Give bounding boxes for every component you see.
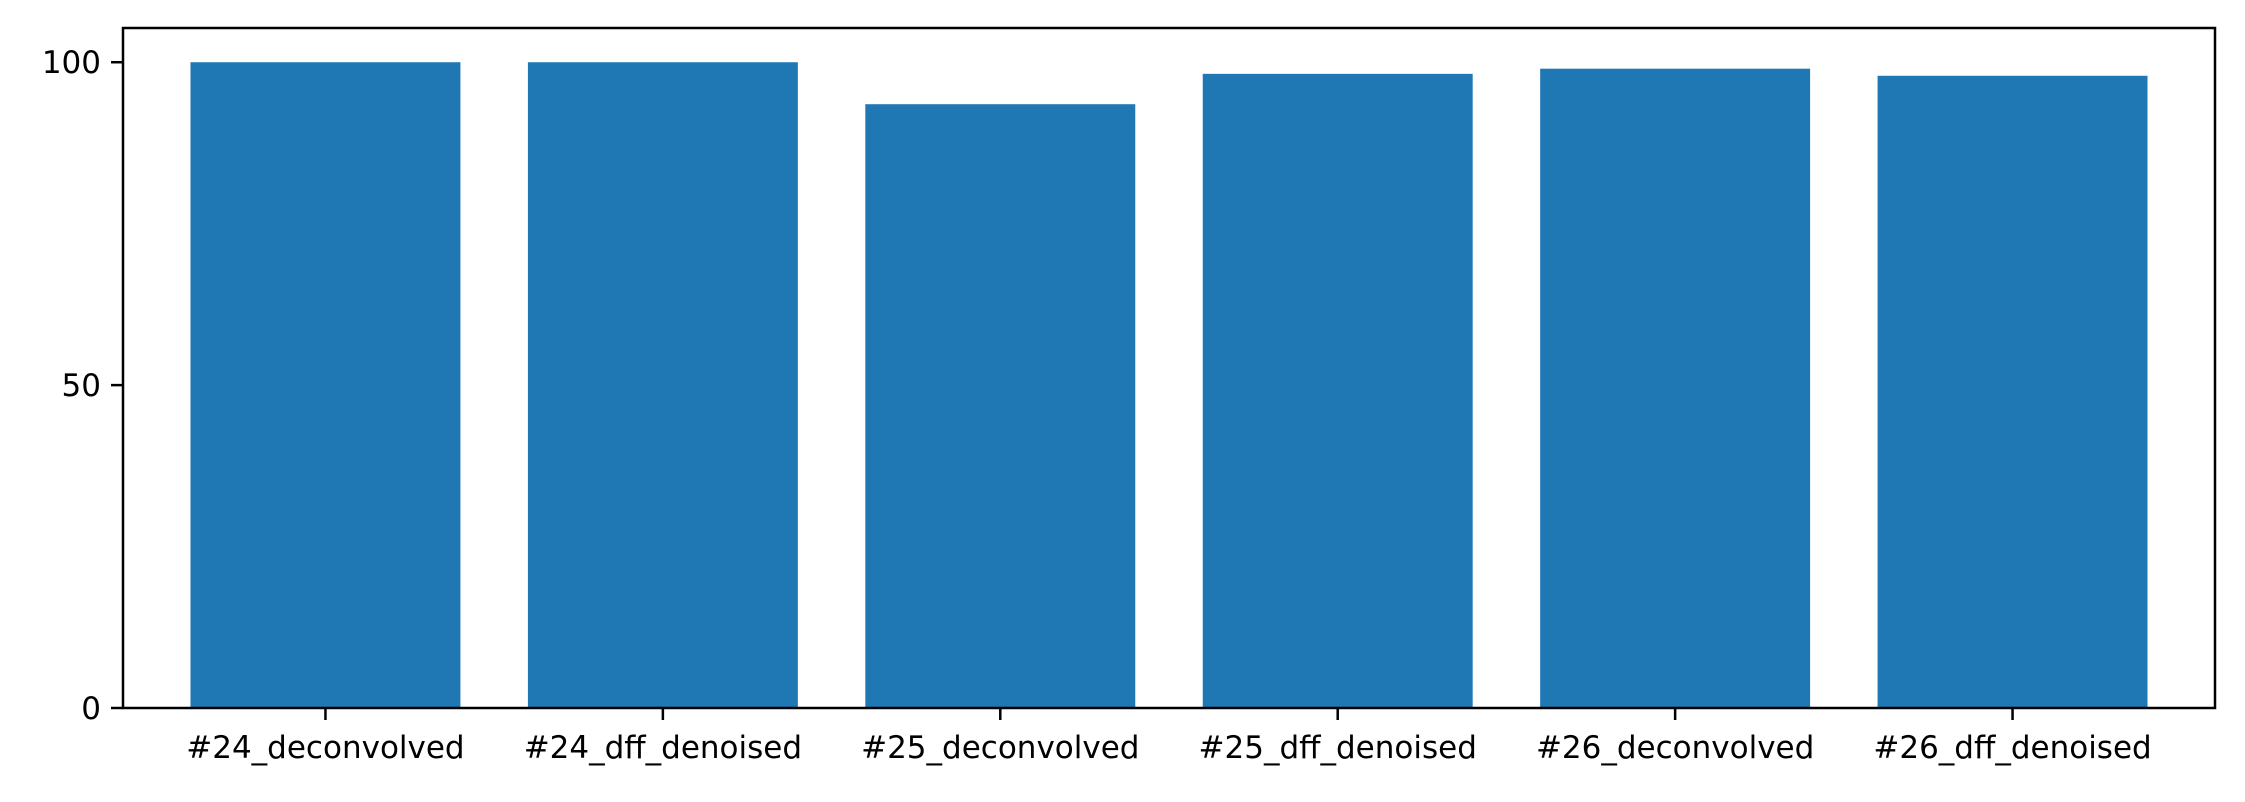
y-tick-label-100: 100 (42, 45, 101, 81)
x-tick-label-25-deconvolved: #25_deconvolved (861, 730, 1139, 766)
x-tick-label-24-dff-denoised: #24_dff_denoised (524, 730, 802, 766)
y-tick-label-50: 50 (62, 368, 101, 404)
bar-26-deconvolved (1540, 68, 1811, 708)
x-tick-label-25-dff-denoised: #25_dff_denoised (1199, 730, 1477, 766)
x-tick-label-26-deconvolved: #26_deconvolved (1536, 730, 1814, 766)
plot-frame (121, 26, 2217, 710)
y-tick-label-0: 0 (81, 691, 101, 727)
bar-24-dff-denoised (527, 62, 798, 709)
bar-26-dff-denoised (1877, 75, 2148, 708)
bars-group (190, 62, 2148, 709)
y-axis: 0 50 100 (42, 45, 123, 727)
x-tick-label-24-deconvolved: #24_deconvolved (186, 730, 464, 766)
x-tick-label-26-dff-denoised: #26_dff_denoised (1873, 730, 2151, 766)
bar-25-dff-denoised (1202, 73, 1473, 708)
x-axis: #24_deconvolved #24_dff_denoised #25_decon… (186, 708, 2152, 766)
bar-24-deconvolved (190, 62, 461, 709)
bar-25-deconvolved (865, 104, 1136, 708)
